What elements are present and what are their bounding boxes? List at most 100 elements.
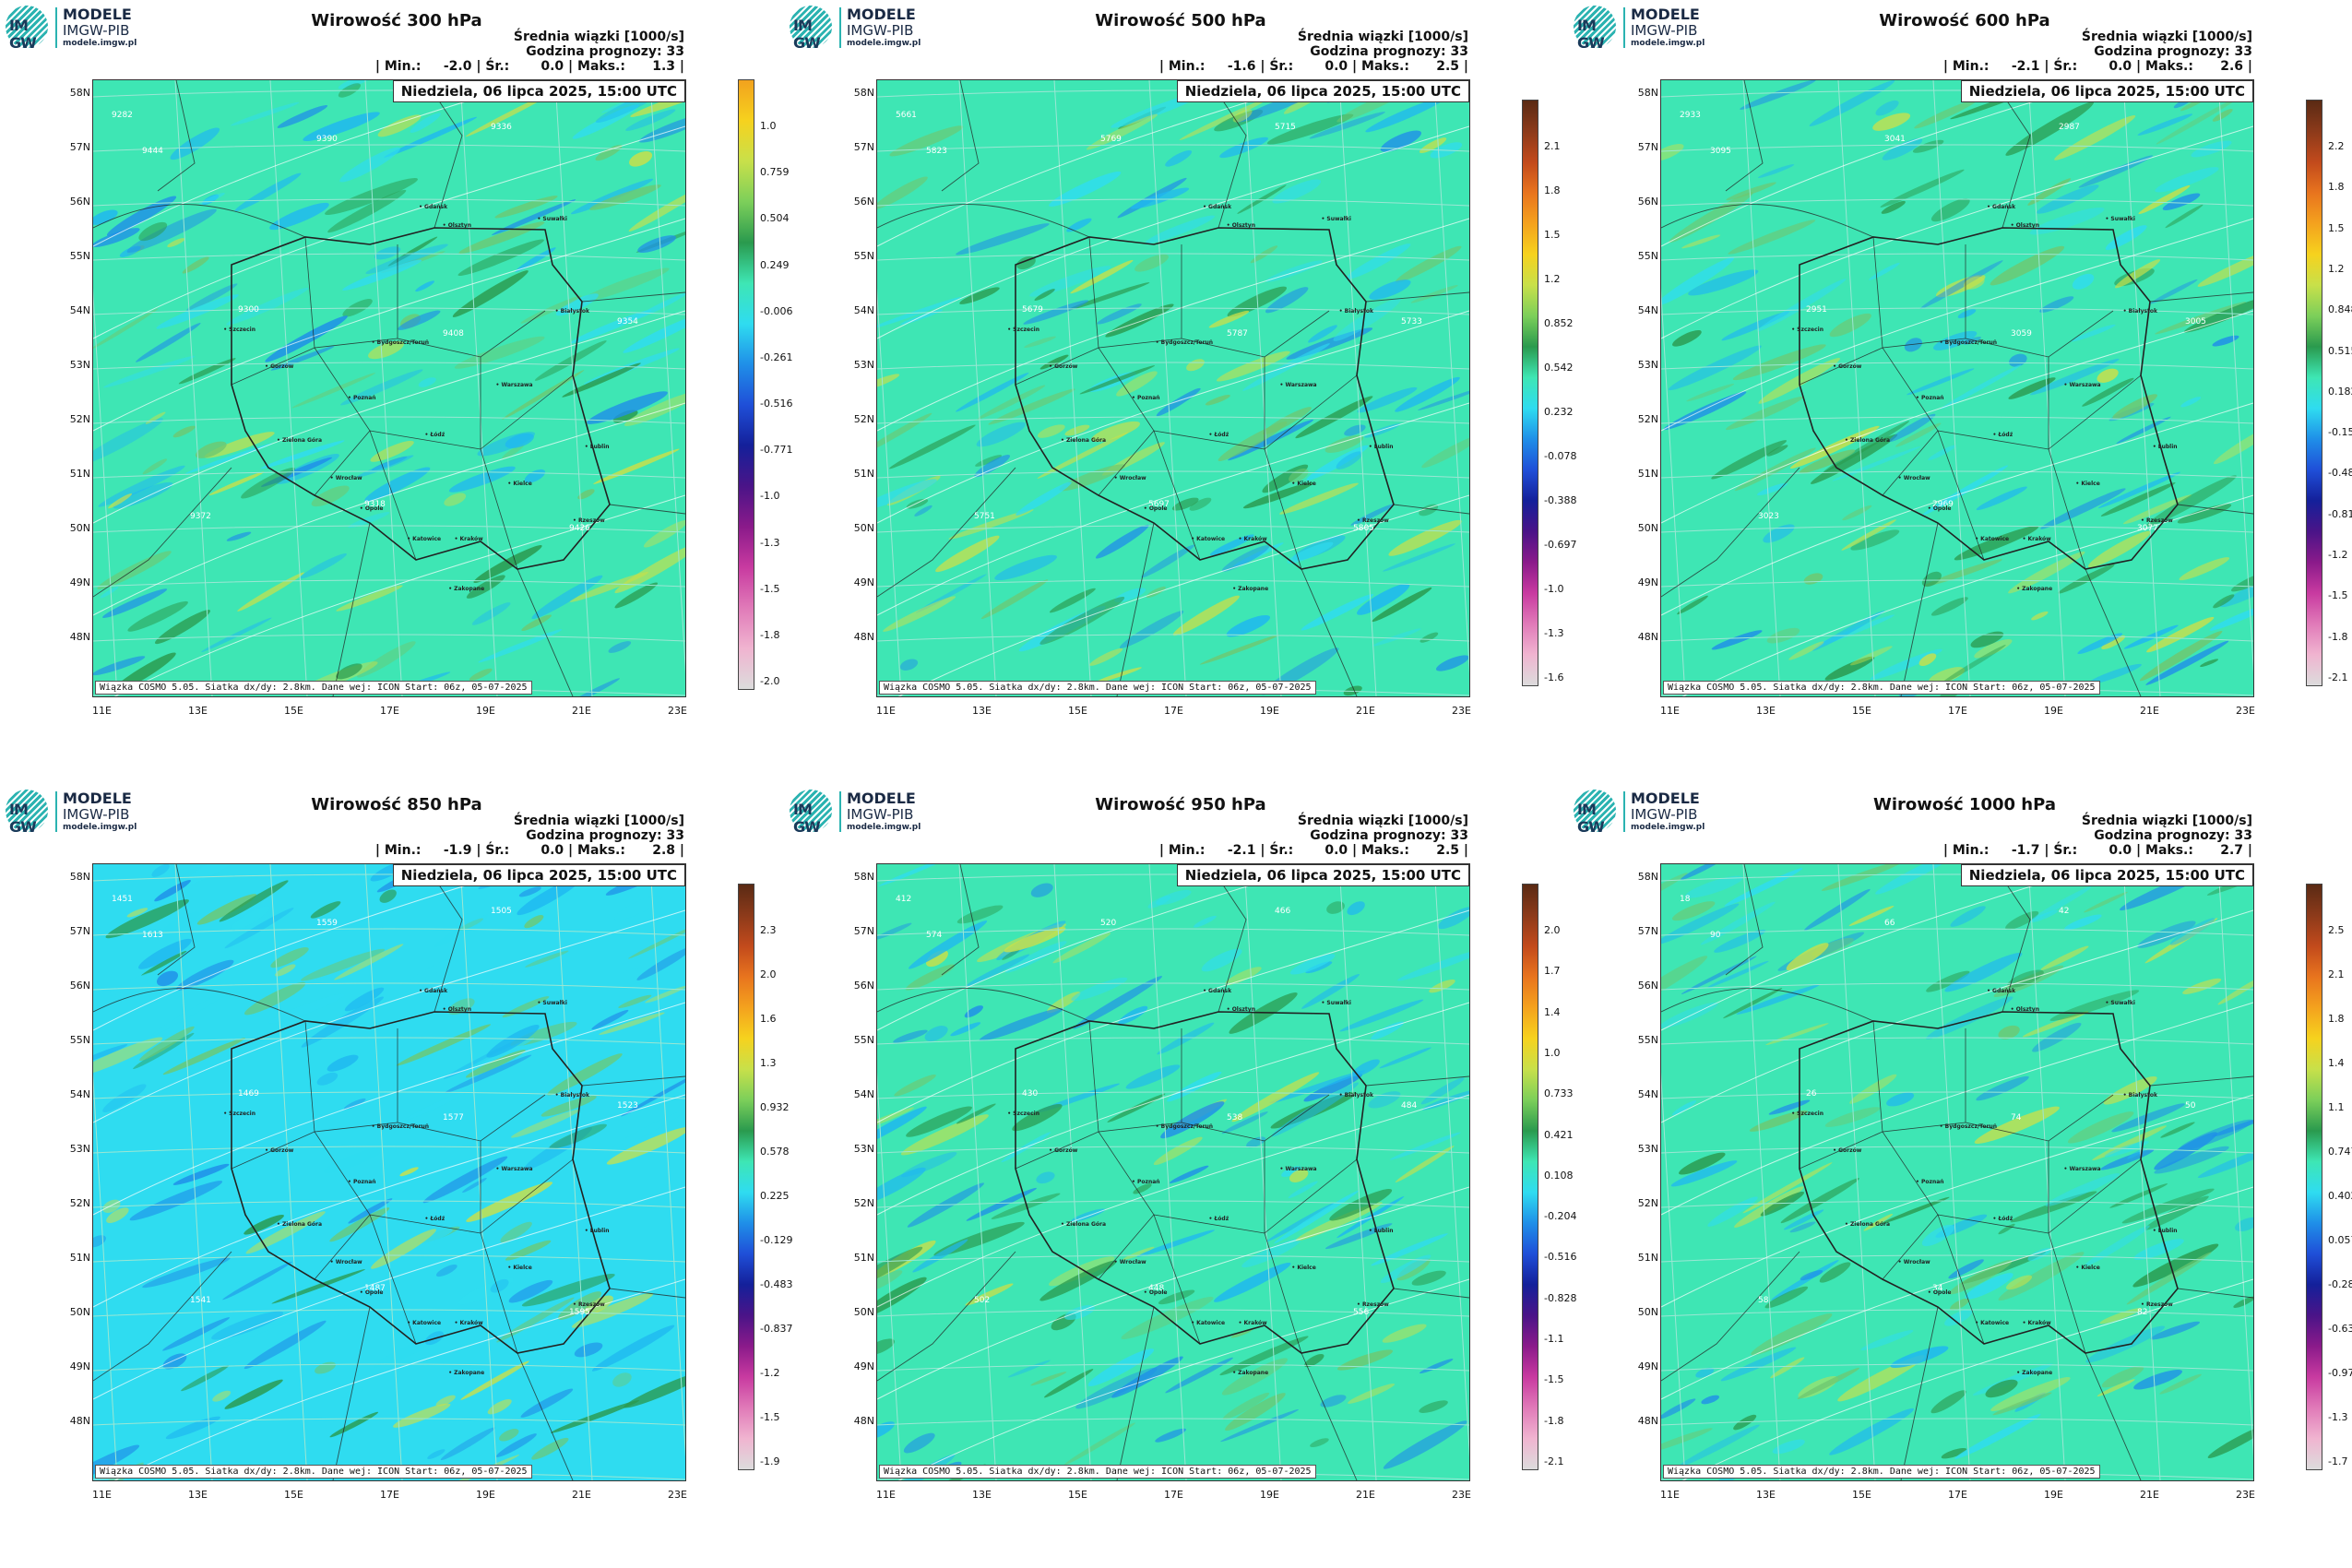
longitude-gridline (2217, 80, 2253, 673)
vorticity-streak (948, 509, 1034, 540)
vorticity-streak (1410, 285, 1458, 303)
city-label: • Warszawa (2063, 382, 2101, 389)
colorbar-tick: 1.5 (1544, 229, 1561, 241)
contour-label: 42 (2059, 907, 2069, 916)
vorticity-streak (1714, 929, 1766, 953)
geopotential-contour (113, 494, 685, 696)
colorbar-tick: 0.852 (1544, 317, 1574, 329)
vorticity-streak (1685, 875, 1743, 898)
logo-separator (839, 7, 841, 48)
vorticity-streak (521, 1274, 615, 1307)
vorticity-streak (1231, 1072, 1320, 1123)
longitude-label: 13E (972, 1489, 992, 1501)
vorticity-streak (1907, 368, 1975, 396)
city-label: • Lublin (1368, 1228, 1394, 1235)
vorticity-streak (956, 1103, 996, 1124)
vorticity-streak (1007, 1360, 1051, 1378)
country-border (941, 864, 980, 976)
map-panel: IM GW MODELE IMGW-PIB modele.imgw.pl Wirowoś… (0, 784, 792, 1568)
geopotential-contour (1661, 1186, 2253, 1400)
latitude-label: 50N (1637, 522, 1658, 534)
vorticity-streak (1289, 468, 1309, 483)
model-footer: Wiązka COSMO 5.05. Siatka dx/dy: 2.8km. … (879, 1465, 1316, 1479)
colorbar-tick: 0.249 (760, 258, 790, 271)
vorticity-streak (1679, 1152, 1726, 1175)
latitude-gridline (877, 634, 1469, 642)
longitude-gridline (958, 864, 997, 1480)
vorticity-streak (1289, 1169, 1309, 1182)
vorticity-streak (1365, 96, 1446, 133)
vorticity-streak (1034, 289, 1055, 302)
longitude-label: 19E (2044, 705, 2063, 717)
vorticity-streak (212, 1390, 232, 1402)
vorticity-streak (1841, 519, 1896, 551)
vorticity-streak (492, 199, 576, 235)
vorticity-streak (1146, 586, 1166, 599)
vorticity-streak (108, 971, 156, 996)
vorticity-streak (2008, 377, 2056, 399)
vorticity-streak (1379, 1047, 1431, 1069)
vorticity-streak (275, 964, 296, 977)
longitude-gridline (459, 864, 498, 1480)
vorticity-streak (1672, 329, 1702, 347)
vorticity-streak (2071, 324, 2116, 342)
city-label: • Szczecin (1791, 1111, 1823, 1118)
vorticity-streak (1279, 482, 1359, 515)
vorticity-streak (877, 1277, 927, 1319)
country-border (1725, 80, 1764, 192)
vorticity-streak (365, 244, 448, 274)
colorbar-tick: 0.232 (1544, 406, 1574, 418)
vorticity-streak (1954, 526, 2039, 561)
panel-title: Wirowość 600 hPa (1879, 11, 2050, 30)
vorticity-streak (608, 641, 632, 653)
vorticity-streak (1295, 396, 1373, 439)
vorticity-streak (1271, 1082, 1360, 1137)
longitude-label: 23E (668, 705, 687, 717)
vorticity-streak (1863, 1214, 1894, 1231)
colorbar-tick: 1.1 (2328, 1101, 2345, 1113)
contour-label: 1451 (112, 895, 133, 904)
latitude-gridline (877, 1091, 1469, 1099)
country-border (93, 988, 306, 1022)
vorticity-streak (2177, 504, 2232, 524)
vorticity-streak (511, 1109, 580, 1138)
logo-mark-text: IM GW (9, 801, 37, 836)
contour-label: 484 (1401, 1101, 1417, 1111)
vorticity-streak (547, 1053, 623, 1096)
ensemble-mean-label: Średnia wiązki [1000/s] (513, 30, 684, 44)
vorticity-streak (1701, 1395, 1719, 1405)
vorticity-streak (1829, 313, 1871, 338)
forecast-hour-label: Godzina prognozy: 33 (2094, 828, 2252, 843)
country-border (609, 504, 685, 515)
vorticity-streak (1751, 1313, 1833, 1356)
vorticity-streak (1225, 1393, 1286, 1431)
vorticity-streak (1661, 1398, 1696, 1420)
latitude-label: 56N (853, 980, 874, 992)
colorbar-tick: -0.078 (1544, 450, 1577, 462)
vorticity-streak (2165, 204, 2204, 229)
forecast-date: Niedziela, 06 lipca 2025, 15:00 UTC (392, 80, 685, 102)
map-panel: IM GW MODELE IMGW-PIB modele.imgw.pl Wirowoś… (1568, 0, 2352, 784)
vorticity-streak (1925, 996, 2013, 1039)
vorticity-streak (2112, 394, 2157, 420)
vorticity-streak (1420, 632, 1439, 643)
vorticity-streak (2133, 1370, 2182, 1390)
forecast-hour-label: Godzina prognozy: 33 (526, 44, 684, 59)
poland-border (1799, 227, 2179, 570)
vorticity-streak (447, 998, 475, 1016)
vorticity-streak (478, 629, 563, 663)
vorticity-streak (172, 1163, 230, 1185)
vorticity-streak (534, 340, 607, 381)
vorticity-streak (1882, 138, 1923, 160)
contour-label: 5679 (1022, 305, 1043, 315)
city-label: • Suwałki (2105, 215, 2135, 222)
vorticity-streak (2067, 1111, 2134, 1144)
contour-label: 3077 (2137, 524, 2158, 533)
vorticity-streak (518, 886, 541, 897)
vorticity-streak (102, 1084, 147, 1113)
vorticity-streak (1107, 1093, 1166, 1123)
latitude-label: 54N (853, 1088, 874, 1100)
vorticity-streak (138, 938, 192, 969)
longitude-label: 13E (188, 705, 208, 717)
vorticity-streak (1661, 143, 1684, 161)
